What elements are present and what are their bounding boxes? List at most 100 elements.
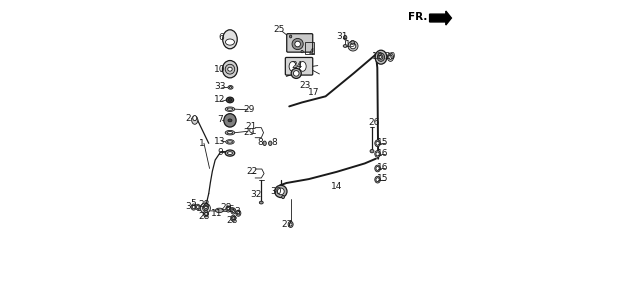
Text: 29: 29 <box>243 105 255 114</box>
Ellipse shape <box>289 223 292 226</box>
Text: 3: 3 <box>186 202 191 211</box>
Text: 11: 11 <box>211 209 222 218</box>
Text: 8: 8 <box>271 138 277 147</box>
Text: 30: 30 <box>270 187 282 196</box>
Text: 24: 24 <box>291 60 303 69</box>
Ellipse shape <box>375 176 380 183</box>
Ellipse shape <box>236 210 241 216</box>
Ellipse shape <box>193 115 196 121</box>
Text: 20: 20 <box>384 52 396 61</box>
Text: 5: 5 <box>228 205 234 214</box>
Text: 15: 15 <box>378 138 389 147</box>
Text: 25: 25 <box>274 25 285 34</box>
Text: 32: 32 <box>251 190 262 199</box>
Ellipse shape <box>237 212 240 215</box>
Ellipse shape <box>216 208 223 213</box>
FancyBboxPatch shape <box>285 57 313 75</box>
Ellipse shape <box>226 206 231 212</box>
Text: 17: 17 <box>308 89 319 98</box>
Ellipse shape <box>204 211 209 217</box>
FancyArrow shape <box>429 11 451 25</box>
Ellipse shape <box>205 212 207 216</box>
Text: 26: 26 <box>369 118 380 127</box>
Ellipse shape <box>388 55 392 59</box>
Ellipse shape <box>224 114 236 127</box>
Ellipse shape <box>196 204 200 210</box>
Text: 12: 12 <box>214 96 225 105</box>
Ellipse shape <box>228 67 232 71</box>
Circle shape <box>292 38 303 50</box>
Circle shape <box>293 71 299 76</box>
Ellipse shape <box>288 221 293 227</box>
Text: 22: 22 <box>246 167 257 176</box>
Text: 28: 28 <box>221 203 232 212</box>
Ellipse shape <box>228 99 232 101</box>
Text: 18: 18 <box>372 52 384 61</box>
Circle shape <box>278 188 284 195</box>
Ellipse shape <box>191 204 196 210</box>
Ellipse shape <box>299 62 306 71</box>
Text: 27: 27 <box>282 220 293 230</box>
Ellipse shape <box>269 141 272 146</box>
Ellipse shape <box>376 178 380 182</box>
Ellipse shape <box>225 39 234 45</box>
Ellipse shape <box>227 97 234 103</box>
Text: 10: 10 <box>214 65 226 74</box>
Ellipse shape <box>375 140 380 147</box>
Ellipse shape <box>228 119 232 122</box>
FancyBboxPatch shape <box>287 34 313 52</box>
Circle shape <box>291 68 301 78</box>
Ellipse shape <box>225 64 235 74</box>
Ellipse shape <box>229 87 232 88</box>
Ellipse shape <box>375 151 380 157</box>
Circle shape <box>203 205 208 211</box>
Text: 28: 28 <box>226 216 237 225</box>
Ellipse shape <box>289 35 292 38</box>
Ellipse shape <box>226 140 234 144</box>
Circle shape <box>295 41 300 47</box>
Ellipse shape <box>387 53 394 61</box>
Ellipse shape <box>263 141 266 146</box>
Text: 31: 31 <box>336 32 348 41</box>
Ellipse shape <box>344 35 347 40</box>
Ellipse shape <box>227 152 232 155</box>
Ellipse shape <box>227 108 233 110</box>
Text: 6: 6 <box>219 33 225 42</box>
Text: 21: 21 <box>246 122 257 131</box>
Text: 3: 3 <box>235 207 241 216</box>
Text: 28: 28 <box>198 212 210 221</box>
Ellipse shape <box>375 165 380 172</box>
Circle shape <box>200 203 211 213</box>
Ellipse shape <box>370 149 374 153</box>
Ellipse shape <box>375 50 387 64</box>
Ellipse shape <box>378 53 385 61</box>
Ellipse shape <box>301 51 303 53</box>
Circle shape <box>348 41 358 51</box>
Ellipse shape <box>232 217 235 220</box>
Ellipse shape <box>205 205 207 209</box>
Text: 19: 19 <box>345 40 356 49</box>
Text: 9: 9 <box>217 148 223 157</box>
Ellipse shape <box>376 167 380 170</box>
Text: 29: 29 <box>243 128 255 137</box>
Text: 7: 7 <box>217 115 223 124</box>
Ellipse shape <box>191 116 198 124</box>
Ellipse shape <box>223 30 237 49</box>
Text: 16: 16 <box>378 149 389 158</box>
Ellipse shape <box>223 60 237 78</box>
Text: 13: 13 <box>214 137 226 146</box>
Ellipse shape <box>225 130 235 135</box>
Ellipse shape <box>379 55 383 59</box>
Ellipse shape <box>196 205 199 209</box>
Text: 15: 15 <box>378 174 389 183</box>
Ellipse shape <box>227 132 233 134</box>
Text: 1: 1 <box>199 139 205 148</box>
Text: 5: 5 <box>191 199 196 208</box>
Ellipse shape <box>376 152 380 156</box>
Text: FR.: FR. <box>408 12 428 22</box>
Ellipse shape <box>376 141 380 145</box>
Ellipse shape <box>289 62 296 71</box>
Text: 23: 23 <box>300 81 311 90</box>
Ellipse shape <box>232 209 235 213</box>
Text: 28: 28 <box>198 200 210 209</box>
